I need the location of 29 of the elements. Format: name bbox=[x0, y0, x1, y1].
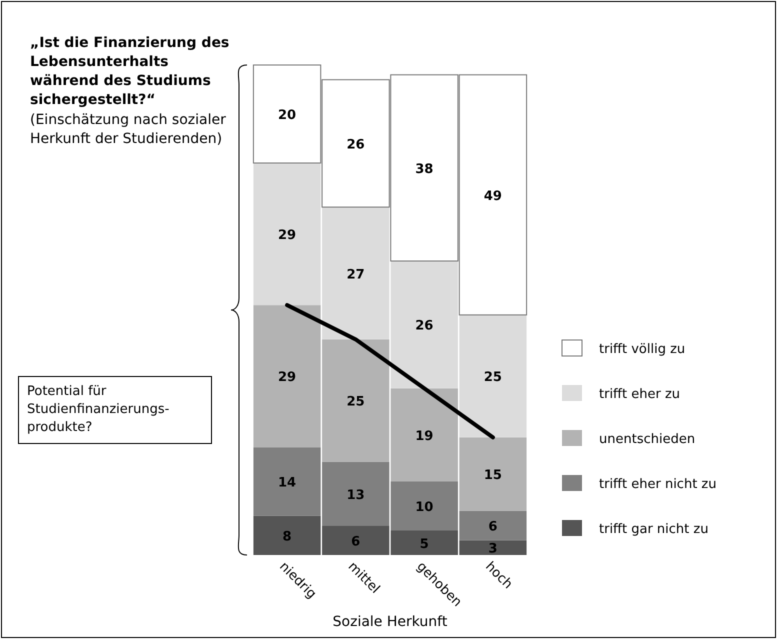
data-label: 20 bbox=[278, 108, 296, 123]
data-label: 38 bbox=[415, 162, 434, 177]
data-label: 26 bbox=[346, 137, 365, 152]
legend-label: unentschieden bbox=[599, 432, 696, 447]
data-label: 10 bbox=[415, 500, 434, 515]
data-label: 5 bbox=[420, 536, 429, 552]
data-label: 6 bbox=[351, 534, 360, 550]
data-label: 3 bbox=[488, 542, 498, 557]
data-label: 6 bbox=[488, 520, 498, 535]
legend-label: trifft eher zu bbox=[599, 387, 680, 402]
text: (Einschätzung nach sozialer Herkunft der Studierenden) bbox=[30, 111, 227, 149]
data-label: 27 bbox=[346, 267, 365, 282]
data-label: 26 bbox=[415, 318, 434, 334]
data-label: 19 bbox=[415, 428, 434, 444]
legend-label: trifft eher nicht zu bbox=[599, 477, 716, 492]
x-axis-title: Soziale Herkunft bbox=[332, 614, 448, 630]
data-label: 25 bbox=[484, 370, 502, 386]
data-label: 13 bbox=[346, 488, 365, 503]
text: „Ist die Finanzierung des Lebensunterhalts während des Studiums sichergestellt?“ bbox=[30, 34, 230, 110]
data-label: 14 bbox=[278, 476, 296, 490]
data-label: 25 bbox=[346, 394, 365, 410]
data-label: 49 bbox=[484, 188, 502, 204]
legend-label: trifft völlig zu bbox=[599, 342, 686, 357]
text: Potential für Studienfinanzierungs-produkte? bbox=[18, 376, 212, 444]
data-label: 29 bbox=[278, 370, 296, 386]
data-label: 8 bbox=[282, 529, 292, 544]
data-label: 29 bbox=[278, 228, 296, 244]
data-label: 15 bbox=[484, 468, 502, 484]
legend-label: trifft gar nicht zu bbox=[599, 522, 708, 537]
